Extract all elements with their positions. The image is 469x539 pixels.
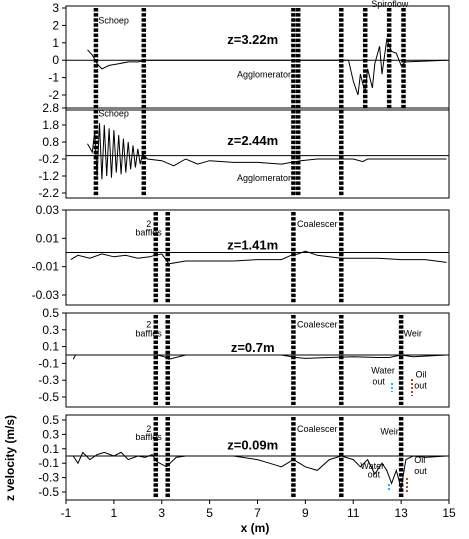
annotation-label: Coalescer (297, 424, 338, 434)
x-tick-label: 13 (394, 506, 408, 520)
y-tick-label: 0.5 (42, 413, 59, 427)
y-tick-label: -0.1 (38, 356, 59, 370)
y-tick-label: -0.5 (38, 390, 59, 404)
y-tick-label: 0.1 (42, 340, 59, 354)
y-tick-label: 1 (52, 36, 59, 50)
annotation-label: Oil (414, 455, 425, 465)
y-tick-label: 1.8 (42, 118, 59, 132)
annotation-label: Water (371, 365, 395, 375)
y-tick-label: 0.8 (42, 135, 59, 149)
y-tick-label: -0.3 (38, 471, 59, 485)
annotation-label: baffles (135, 228, 162, 238)
y-axis-label: z velocity (m/s) (3, 415, 17, 501)
panel-title: z=1.41m (227, 238, 278, 253)
y-tick-label: 0.3 (42, 323, 59, 337)
annotation-label: out (414, 466, 427, 476)
annotation-label: Weir (404, 329, 422, 339)
velocity-series-line (72, 354, 447, 360)
y-tick-label: -2 (48, 88, 59, 102)
annotation-label: Agglomerator (237, 70, 291, 80)
x-tick-label: 7 (254, 506, 261, 520)
panel-title: z=3.22m (227, 32, 278, 47)
x-tick-label: 9 (302, 506, 309, 520)
annotation-label: Schoep (98, 16, 129, 26)
y-tick-label: 0 (52, 53, 59, 67)
x-axis-label: x (m) (241, 521, 270, 535)
y-tick-label: -0.03 (32, 288, 60, 302)
velocity-series-line (87, 37, 447, 96)
x-tick-label: 3 (158, 506, 165, 520)
x-tick-label: 1 (111, 506, 118, 520)
y-tick-label: 2.8 (42, 101, 59, 115)
annotation-label: Coalescer (297, 319, 338, 329)
y-tick-label: -1.2 (38, 169, 59, 183)
y-tick-label: -2.2 (38, 186, 59, 200)
y-tick-label: -0.01 (32, 260, 60, 274)
x-tick-label: 5 (206, 506, 213, 520)
y-tick-label: -0.2 (38, 152, 59, 166)
annotation-label: Schoep (98, 109, 129, 119)
annotation-label: Coalescer (297, 219, 338, 229)
y-tick-label: 0.03 (36, 203, 60, 217)
panel-frame (65, 209, 450, 306)
annotation-label: Spiroflow (371, 0, 409, 9)
panel-title: z=2.44m (227, 133, 278, 148)
velocity-series-line (87, 123, 447, 180)
y-tick-label: 0.3 (42, 427, 59, 441)
y-tick-label: 2 (52, 18, 59, 32)
panel-2: 2.8 1.8 0.8 -0.2 -1.2 -2.2 z=2.44m Schoep Agglom… (38, 101, 450, 200)
panel-title: z=0.7m (231, 340, 275, 355)
annotation-label: Agglomerator (237, 173, 291, 183)
panel-frame (65, 107, 450, 199)
x-tick-label: 15 (442, 506, 456, 520)
y-tick-label: -0.3 (38, 373, 59, 387)
y-tick-label: -1 (48, 71, 59, 85)
x-tick-label: 11 (347, 506, 360, 520)
annotation-label: Water (360, 461, 384, 471)
y-tick-label: 3 (52, 1, 59, 15)
panel-frame (65, 312, 450, 408)
y-tick-label: 0.01 (36, 231, 60, 245)
x-tick-label: -1 (61, 506, 72, 520)
velocity-series-line (72, 451, 447, 489)
panel-1: 3 2 1 0 -1 -2 z=3.22m Schoep Agglomerator Spirofl… (48, 0, 450, 111)
annotation-label: out (372, 376, 385, 386)
annotation-label: Oil (415, 370, 426, 380)
annotation-label: out (368, 470, 381, 480)
y-tick-label: -0.5 (38, 485, 59, 499)
y-tick-label: 0.1 (42, 442, 59, 456)
y-tick-label: 0.5 (42, 306, 59, 320)
annotation-label: out (414, 381, 427, 391)
panel-title: z=0.09m (227, 438, 278, 453)
annotation-label: baffles (135, 329, 162, 339)
annotation-label: Weir (380, 426, 398, 436)
velocity-series-line (70, 250, 447, 265)
annotation-label: 2 (146, 424, 151, 434)
annotation-label: 2 (146, 219, 151, 229)
annotation-label: baffles (135, 432, 162, 442)
panel-frame (65, 5, 450, 111)
annotation-label: 2 (146, 319, 151, 329)
y-tick-label: -0.1 (38, 456, 59, 470)
